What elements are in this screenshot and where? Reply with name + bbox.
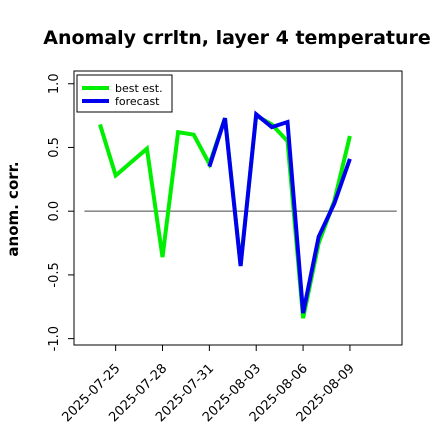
y-tick-label: 1.0 [47, 73, 62, 94]
legend-box [76, 74, 173, 113]
plot-frame [73, 70, 403, 346]
y-tick-label: -0.5 [47, 262, 62, 287]
legend-label-best-est: best est. [115, 82, 163, 95]
plot-area [84, 110, 397, 319]
y-tick-label: -1.0 [47, 326, 62, 351]
legend: best est. forecast [76, 74, 173, 113]
y-tick-label: 0.5 [47, 137, 62, 158]
y-tick-label: 0.0 [47, 201, 62, 222]
series-line-forecast [207, 110, 352, 314]
y-axis-label: anom. corr. [4, 161, 22, 256]
chart-title: Anomaly crrltn, layer 4 temperature [43, 27, 431, 49]
series-line-best-est [98, 112, 352, 319]
legend-label-forecast: forecast [115, 95, 160, 108]
